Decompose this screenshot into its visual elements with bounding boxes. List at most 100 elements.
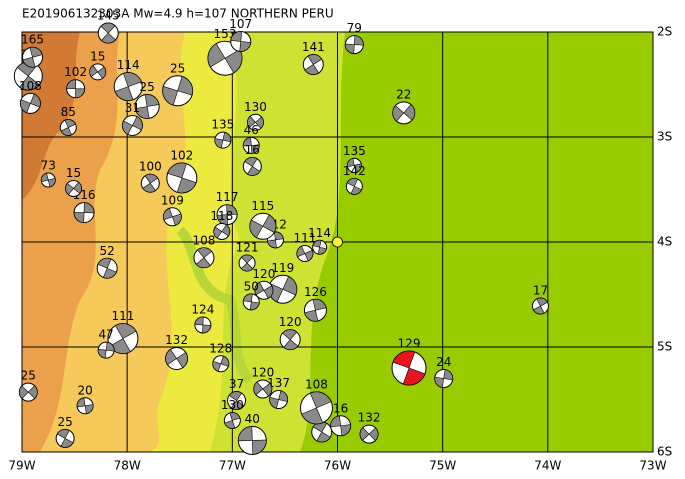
focal-mechanism: 145 — [97, 9, 120, 44]
depth-label: 25 — [57, 415, 72, 429]
beachball-quadrants — [97, 341, 115, 359]
focal-mechanism: 141 — [302, 40, 325, 76]
focal-mechanism: 128 — [209, 341, 232, 373]
depth-label: 135 — [211, 118, 234, 132]
map-title: E201906132303A Mw=4.9 h=107 NORTHERN PER… — [22, 7, 334, 21]
beachball-quadrants — [65, 181, 82, 196]
y-tick-label: 6S — [657, 445, 672, 459]
depth-label: 132 — [165, 333, 188, 347]
beachball-quadrants — [194, 316, 212, 334]
depth-label: 47 — [98, 328, 113, 342]
focal-mechanism: 73 — [41, 159, 56, 188]
beachball-quadrants — [134, 94, 160, 119]
focal-mechanism: 20 — [76, 383, 94, 415]
beachball-quadrants — [244, 157, 261, 176]
depth-label: 102 — [170, 148, 193, 162]
focal-mechanism: 47 — [97, 328, 115, 359]
focal-mechanism: 85 — [59, 105, 77, 137]
depth-label: 142 — [343, 164, 366, 178]
focal-mechanism: 37 — [227, 377, 247, 411]
focal-mechanism: 153 — [207, 27, 243, 76]
focal-mechanism: 15 — [65, 166, 83, 197]
depth-label: 25 — [21, 369, 36, 383]
focal-mechanism: 114 — [113, 58, 143, 102]
x-tick-label: 73W — [639, 459, 666, 473]
beachball-quadrants — [312, 239, 327, 255]
focal-mechanism: 142 — [343, 164, 366, 195]
depth-label: 119 — [271, 261, 294, 275]
depth-label: 114 — [308, 226, 331, 240]
depth-label: 145 — [97, 9, 120, 23]
depth-label: 135 — [343, 144, 366, 158]
beachball-quadrants — [392, 104, 416, 122]
focal-mechanism: 109 — [161, 193, 184, 227]
beachball-quadrants — [253, 381, 273, 397]
beachball-quadrants — [89, 65, 106, 79]
focal-mechanism: 116 — [73, 188, 96, 224]
depth-label: 111 — [293, 231, 316, 245]
depth-label: 17 — [533, 284, 548, 298]
depth-label: 85 — [61, 105, 76, 119]
beachball-quadrants — [533, 297, 548, 315]
y-tick-label: 5S — [657, 340, 672, 354]
beachball-quadrants — [296, 245, 314, 262]
beachball-quadrants — [41, 172, 56, 188]
focal-mechanism: 79 — [344, 21, 364, 55]
depth-label: 102 — [64, 65, 87, 79]
depth-label: 141 — [302, 40, 325, 54]
focal-mechanism: 24 — [434, 355, 454, 388]
beachball-quadrants — [240, 254, 254, 272]
focal-mechanism: 165 — [21, 33, 44, 68]
depth-label: 73 — [41, 159, 56, 173]
depth-label: 22 — [396, 87, 411, 101]
depth-label: 15 — [66, 166, 81, 180]
beachball-quadrants — [249, 214, 277, 239]
beachball-quadrants — [247, 115, 264, 129]
depth-label: 20 — [77, 383, 92, 397]
depth-label: 100 — [139, 160, 162, 174]
beachball-quadrants — [142, 173, 159, 193]
depth-label: 115 — [251, 199, 274, 213]
beachball-quadrants — [304, 54, 323, 75]
x-tick-label: 78W — [114, 459, 141, 473]
depth-label: 165 — [21, 33, 44, 47]
beachball-quadrants — [224, 412, 241, 429]
depth-label: 126 — [304, 285, 327, 299]
focal-mechanism: 52 — [96, 244, 118, 279]
beachball-quadrants — [56, 429, 74, 448]
depth-label: 108 — [305, 377, 328, 391]
beachball-quadrants — [167, 162, 197, 194]
focal-mechanism: 25 — [162, 61, 194, 107]
depth-label: 137 — [267, 376, 290, 390]
beachball-quadrants — [282, 329, 299, 350]
beachball-quadrants — [114, 72, 142, 101]
beachball-quadrants — [359, 427, 379, 442]
focal-mechanism: 16 — [242, 143, 262, 176]
depth-label: 128 — [209, 341, 232, 355]
beachball-quadrants — [254, 282, 274, 299]
beachball-quadrants — [301, 391, 332, 425]
beachball-quadrants — [66, 79, 85, 98]
beachball-quadrants — [76, 397, 94, 415]
beachball-quadrants — [214, 131, 232, 149]
beachball-quadrants — [195, 247, 213, 269]
depth-label: 124 — [191, 302, 214, 316]
focal-mechanism: 130 — [221, 398, 244, 429]
depth-label: 46 — [244, 123, 259, 137]
focal-mechanism: 111 — [107, 309, 139, 355]
focal-mechanism: 107 — [229, 17, 252, 52]
depth-label: 121 — [236, 241, 259, 255]
depth-label: 79 — [347, 21, 362, 35]
depth-label: 25 — [140, 80, 155, 94]
depth-label: 129 — [398, 337, 421, 351]
depth-label: 15 — [90, 49, 105, 63]
focal-mechanism: 111 — [293, 231, 316, 263]
focal-mechanism: 17 — [531, 284, 549, 315]
beachball-quadrants — [392, 350, 426, 386]
focal-mechanism: 126 — [303, 285, 327, 322]
depth-label: 50 — [244, 279, 259, 293]
beachball-quadrants — [97, 258, 117, 279]
focal-mechanism: 25 — [55, 415, 75, 448]
depth-label: 117 — [216, 190, 239, 204]
focal-mechanism: 16 — [330, 401, 352, 437]
